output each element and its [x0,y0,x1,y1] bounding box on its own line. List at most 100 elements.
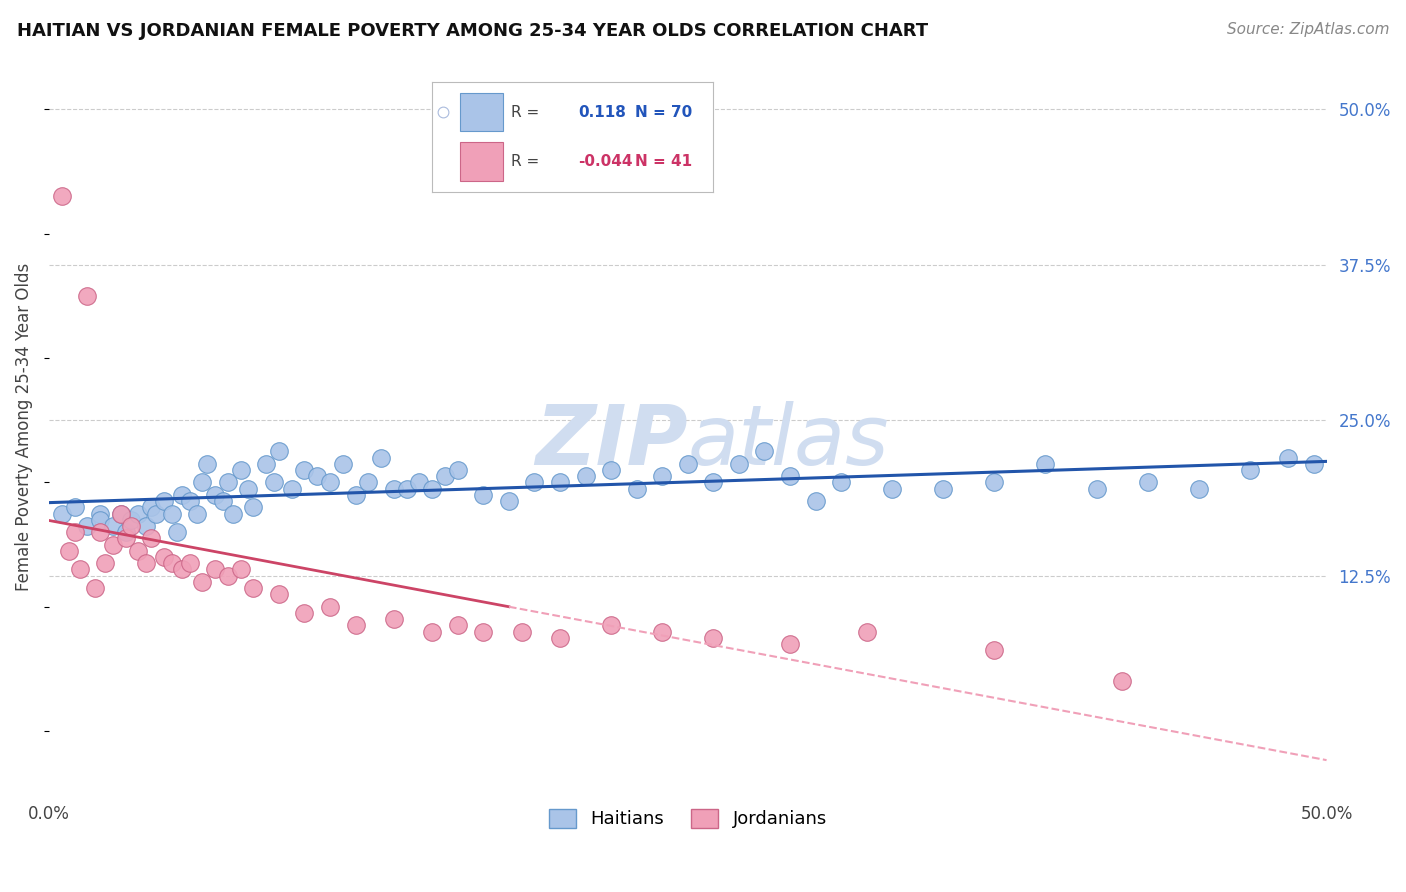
Point [229,463,252,477]
Point [574,469,596,483]
Point [110,507,132,521]
Point [141,500,163,515]
Point [779,469,801,483]
Point [89,507,111,521]
Point [702,631,724,645]
Point [166,525,188,540]
Point [204,488,226,502]
Point [498,494,520,508]
Text: HAITIAN VS JORDANIAN FEMALE POVERTY AMONG 25-34 YEAR OLDS CORRELATION CHART: HAITIAN VS JORDANIAN FEMALE POVERTY AMON… [17,22,928,40]
Point [932,482,955,496]
Point [280,482,302,496]
Point [319,475,342,490]
Point [191,475,214,490]
Point [114,525,136,540]
Point [69,562,91,576]
Point [600,618,623,632]
Point [307,469,329,483]
Point [420,482,443,496]
Y-axis label: Female Poverty Among 25-34 Year Olds: Female Poverty Among 25-34 Year Olds [15,262,32,591]
Point [89,513,111,527]
Point [120,513,142,527]
Point [267,587,290,601]
Point [204,562,226,576]
Point [153,550,176,565]
Point [135,556,157,570]
Point [728,457,751,471]
Point [1111,674,1133,689]
Text: atlas: atlas [688,401,890,482]
Point [211,494,233,508]
Point [382,482,405,496]
Point [370,450,392,465]
Point [600,463,623,477]
Point [217,568,239,582]
Point [294,463,316,477]
Point [1136,475,1159,490]
Point [242,581,264,595]
Point [170,488,193,502]
Point [523,475,546,490]
Point [344,618,367,632]
Point [332,457,354,471]
Point [1277,450,1299,465]
Point [357,475,380,490]
Point [76,519,98,533]
Point [179,494,201,508]
Point [217,475,239,490]
Point [84,581,107,595]
Point [76,289,98,303]
Point [160,507,183,521]
Point [779,637,801,651]
Point [254,457,277,471]
Point [319,599,342,614]
Point [101,538,124,552]
Point [651,469,673,483]
Point [120,519,142,533]
Point [58,544,80,558]
Point [434,469,457,483]
Point [382,612,405,626]
Point [1035,457,1057,471]
Point [186,507,208,521]
Point [855,624,877,639]
Point [1085,482,1108,496]
Point [101,519,124,533]
Point [141,532,163,546]
Text: Source: ZipAtlas.com: Source: ZipAtlas.com [1226,22,1389,37]
Point [179,556,201,570]
Point [447,618,470,632]
Point [395,482,418,496]
Point [472,624,495,639]
Point [110,507,132,521]
Point [1302,457,1324,471]
Point [153,494,176,508]
Point [804,494,827,508]
Point [127,544,149,558]
Point [754,444,776,458]
Point [160,556,183,570]
Point [222,507,245,521]
Point [882,482,904,496]
Point [127,507,149,521]
Point [626,482,648,496]
Point [89,525,111,540]
Point [344,488,367,502]
Point [294,606,316,620]
Point [983,643,1005,657]
Point [191,574,214,589]
Point [548,631,571,645]
Point [651,624,673,639]
Point [94,556,117,570]
Point [447,463,470,477]
Point [114,532,136,546]
Point [983,475,1005,490]
Point [408,475,430,490]
Point [1188,482,1211,496]
Point [135,519,157,533]
Point [510,624,533,639]
Point [145,507,167,521]
Point [51,189,73,203]
Point [830,475,852,490]
Point [548,475,571,490]
